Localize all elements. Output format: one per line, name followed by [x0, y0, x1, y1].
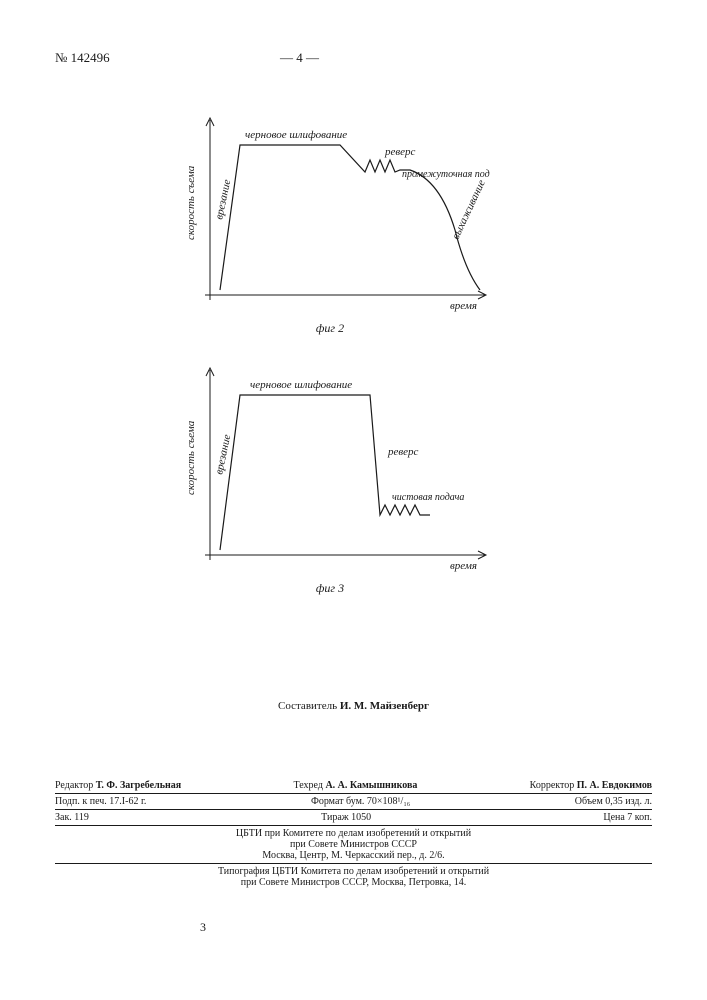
fig2-fall-label: выхаживание	[450, 178, 488, 241]
price: Цена 7 коп.	[603, 812, 652, 823]
fig2-top-label: черновое шлифование	[245, 129, 347, 141]
techred: Техред А. А. Камышникова	[294, 780, 418, 791]
compiler-name: И. М. Майзенберг	[340, 700, 429, 712]
corrector: Корректор П. А. Евдокимов	[530, 780, 652, 791]
cbti-line2: при Совете Министров СССР	[55, 839, 652, 850]
print-run: Тираж 1050	[321, 812, 371, 823]
patent-number: № 142496	[55, 50, 110, 66]
cbti-line1: ЦБТИ при Комитете по делам изобретений и…	[55, 828, 652, 839]
bottom-page-number: 3	[200, 920, 206, 935]
fig2-ylabel: скорость съема	[185, 165, 197, 240]
typo-line1: Типография ЦБТИ Комитета по делам изобре…	[55, 866, 652, 877]
fig3-reverse-label: реверс	[387, 446, 419, 458]
fig3-xlabel: время	[450, 560, 477, 572]
signed-date: Подп. к печ. 17.I-62 г.	[55, 796, 146, 807]
fig2-reverse-label: реверс	[384, 146, 416, 158]
typo-line2: при Совете Министров СССР, Москва, Петро…	[55, 877, 652, 888]
fig3-caption: фиг 3	[170, 581, 490, 596]
credits-block: Редактор Т. Ф. Загребельная Техред А. А.…	[55, 780, 652, 890]
fig2-xlabel: время	[450, 300, 477, 312]
fig3-svg: скорость съема время врезание черновое ш…	[170, 360, 490, 580]
fig3-bottom-label: чистовая подача	[392, 492, 464, 503]
paper-format: Формат бум. 70×108¹/₁₆	[311, 796, 410, 807]
editor: Редактор Т. Ф. Загребельная	[55, 780, 181, 791]
volume: Объем 0,35 изд. л.	[575, 796, 652, 807]
order-number: Зак. 119	[55, 812, 89, 823]
page-indicator: — 4 —	[280, 50, 319, 66]
cbti-block: ЦБТИ при Комитете по делам изобретений и…	[55, 826, 652, 864]
figure-2: скорость съема время врезание черновое ш…	[170, 110, 490, 320]
cbti-line3: Москва, Центр, М. Черкасский пер., д. 2/…	[55, 850, 652, 861]
fig3-ylabel: скорость съема	[185, 420, 197, 495]
fig2-svg: скорость съема время врезание черновое ш…	[170, 110, 490, 320]
credits-roles-row: Редактор Т. Ф. Загребельная Техред А. А.…	[55, 780, 652, 794]
typography-block: Типография ЦБТИ Комитета по делам изобре…	[55, 864, 652, 890]
fig3-curve	[220, 395, 430, 550]
fig3-top-label: черновое шлифование	[250, 379, 352, 391]
fig2-caption: фиг 2	[170, 321, 490, 336]
fig2-curve	[220, 145, 480, 290]
figure-3: скорость съема время врезание черновое ш…	[170, 360, 490, 590]
compiler-line: Составитель И. М. Майзенберг	[0, 700, 707, 712]
credits-print-row1: Подп. к печ. 17.I-62 г. Формат бум. 70×1…	[55, 794, 652, 810]
credits-print-row2: Зак. 119 Тираж 1050 Цена 7 коп.	[55, 810, 652, 826]
compiler-label: Составитель	[278, 700, 337, 712]
